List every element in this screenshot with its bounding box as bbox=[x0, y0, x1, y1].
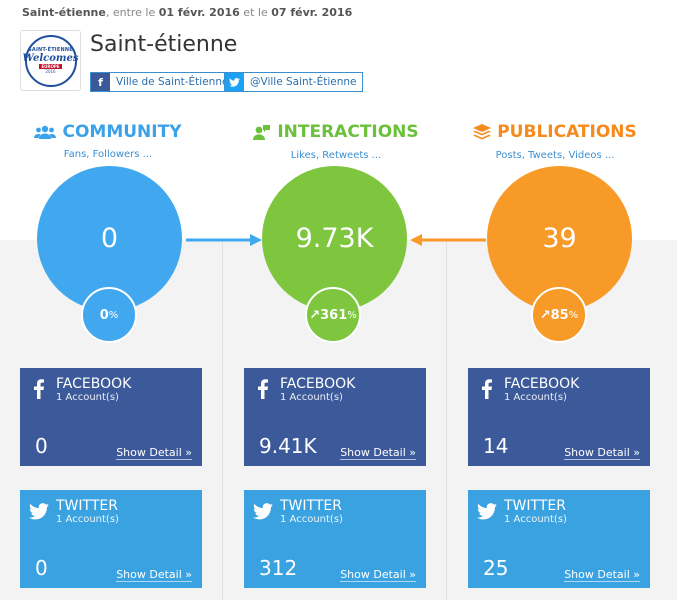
interactions-title: INTERACTIONS bbox=[277, 122, 419, 142]
publications-change-unit: % bbox=[568, 309, 579, 321]
publications-title: PUBLICATIONS bbox=[497, 122, 637, 142]
community-facebook-card: FACEBOOK 1 Account(s) 0 Show Detail » bbox=[20, 368, 202, 466]
logo-main-text: Welcomes bbox=[22, 53, 79, 64]
page-logo: SAINT-ÉTIENNE Welcomes EUROPE 2016 bbox=[20, 30, 81, 91]
chat-users-icon bbox=[253, 125, 271, 140]
show-detail-link[interactable]: Show Detail » bbox=[116, 568, 192, 582]
card-account-count: 1 Account(s) bbox=[280, 392, 343, 403]
card-account-count: 1 Account(s) bbox=[56, 514, 119, 525]
facebook-icon: f bbox=[91, 73, 110, 91]
community-subtitle: Fans, Followers ... bbox=[63, 149, 153, 160]
publications-change-badge: ↗ 85% bbox=[531, 287, 587, 343]
interactions-header: INTERACTIONS Likes, Retweets ... bbox=[241, 122, 431, 161]
interactions-twitter-card: TWITTER 1 Account(s) 312 Show Detail » bbox=[244, 490, 426, 588]
twitter-icon bbox=[252, 500, 274, 522]
community-title: COMMUNITY bbox=[62, 122, 182, 142]
community-twitter-card: TWITTER 1 Account(s) 0 Show Detail » bbox=[20, 490, 202, 588]
interactions-total: 9.73K bbox=[295, 223, 374, 254]
show-detail-link[interactable]: Show Detail » bbox=[340, 568, 416, 582]
publications-total: 39 bbox=[542, 223, 577, 254]
show-detail-link[interactable]: Show Detail » bbox=[116, 446, 192, 460]
card-network-name: TWITTER bbox=[56, 498, 118, 514]
publications-change: 85 bbox=[550, 307, 569, 323]
facebook-icon bbox=[28, 378, 50, 400]
community-total: 0 bbox=[100, 223, 119, 254]
publications-total-circle: 39 bbox=[487, 166, 632, 311]
twitter-account-label: @Ville Saint-Étienne bbox=[250, 76, 357, 88]
card-network-name: FACEBOOK bbox=[56, 376, 132, 392]
arrow-right-icon bbox=[186, 234, 262, 246]
card-value: 0 bbox=[35, 556, 48, 580]
card-value: 9.41K bbox=[259, 434, 317, 458]
interactions-change-unit: % bbox=[347, 309, 357, 321]
publications-trend-arrow: ↗ bbox=[539, 307, 551, 323]
community-change: 0 bbox=[99, 307, 109, 323]
show-detail-link[interactable]: Show Detail » bbox=[564, 446, 640, 460]
publications-facebook-card: FACEBOOK 1 Account(s) 14 Show Detail » bbox=[468, 368, 650, 466]
arrow-left-icon bbox=[410, 234, 486, 246]
community-total-circle: 0 bbox=[37, 166, 182, 311]
show-detail-link[interactable]: Show Detail » bbox=[340, 446, 416, 460]
community-change-badge: 0% bbox=[81, 287, 137, 343]
community-header: COMMUNITY Fans, Followers ... bbox=[13, 122, 203, 160]
interactions-subtitle: Likes, Retweets ... bbox=[290, 150, 382, 161]
date-range-between: , entre le bbox=[105, 6, 159, 19]
logo-sub-text: EUROPE bbox=[39, 64, 62, 69]
card-account-count: 1 Account(s) bbox=[280, 514, 343, 525]
interactions-trend-arrow: ↗ bbox=[309, 307, 321, 323]
twitter-icon bbox=[225, 73, 244, 91]
publications-twitter-card: TWITTER 1 Account(s) 25 Show Detail » bbox=[468, 490, 650, 588]
card-account-count: 1 Account(s) bbox=[56, 392, 119, 403]
twitter-icon bbox=[476, 500, 498, 522]
start-date: 01 févr. 2016 bbox=[158, 6, 240, 19]
logo-year-text: 2016 bbox=[45, 69, 56, 74]
interactions-change: 361 bbox=[320, 307, 348, 323]
facebook-page-link[interactable]: f Ville de Saint-Étienne bbox=[90, 72, 236, 92]
card-value: 14 bbox=[483, 434, 509, 458]
column-divider bbox=[222, 240, 223, 600]
stack-icon bbox=[473, 124, 492, 140]
publications-subtitle: Posts, Tweets, Videos ... bbox=[495, 150, 615, 161]
column-divider bbox=[446, 240, 447, 600]
interactions-change-badge: ↗ 361% bbox=[305, 287, 361, 343]
twitter-icon bbox=[28, 500, 50, 522]
card-network-name: FACEBOOK bbox=[504, 376, 580, 392]
card-value: 25 bbox=[483, 556, 509, 580]
interactions-total-circle: 9.73K bbox=[262, 166, 407, 311]
facebook-icon bbox=[252, 378, 274, 400]
card-network-name: FACEBOOK bbox=[280, 376, 356, 392]
facebook-icon bbox=[476, 378, 498, 400]
end-date: 07 févr. 2016 bbox=[271, 6, 353, 19]
card-network-name: TWITTER bbox=[504, 498, 566, 514]
card-value: 0 bbox=[35, 434, 48, 458]
logo-top-text: SAINT-ÉTIENNE bbox=[28, 47, 73, 53]
card-network-name: TWITTER bbox=[280, 498, 342, 514]
card-account-count: 1 Account(s) bbox=[504, 392, 567, 403]
page-title: Saint-étienne bbox=[90, 32, 238, 57]
publications-header: PUBLICATIONS Posts, Tweets, Videos ... bbox=[460, 122, 650, 161]
page-name: Saint-étienne bbox=[22, 6, 106, 19]
show-detail-link[interactable]: Show Detail » bbox=[564, 568, 640, 582]
date-range-line: Saint-étienne, entre le 01 févr. 2016 et… bbox=[22, 6, 352, 19]
community-change-unit: % bbox=[108, 309, 119, 321]
twitter-account-link[interactable]: @Ville Saint-Étienne bbox=[224, 72, 364, 92]
card-account-count: 1 Account(s) bbox=[504, 514, 567, 525]
users-icon bbox=[34, 125, 57, 139]
facebook-page-label: Ville de Saint-Étienne bbox=[116, 76, 229, 88]
card-value: 312 bbox=[259, 556, 298, 580]
interactions-facebook-card: FACEBOOK 1 Account(s) 9.41K Show Detail … bbox=[244, 368, 426, 466]
date-range-and: et le bbox=[239, 6, 272, 19]
